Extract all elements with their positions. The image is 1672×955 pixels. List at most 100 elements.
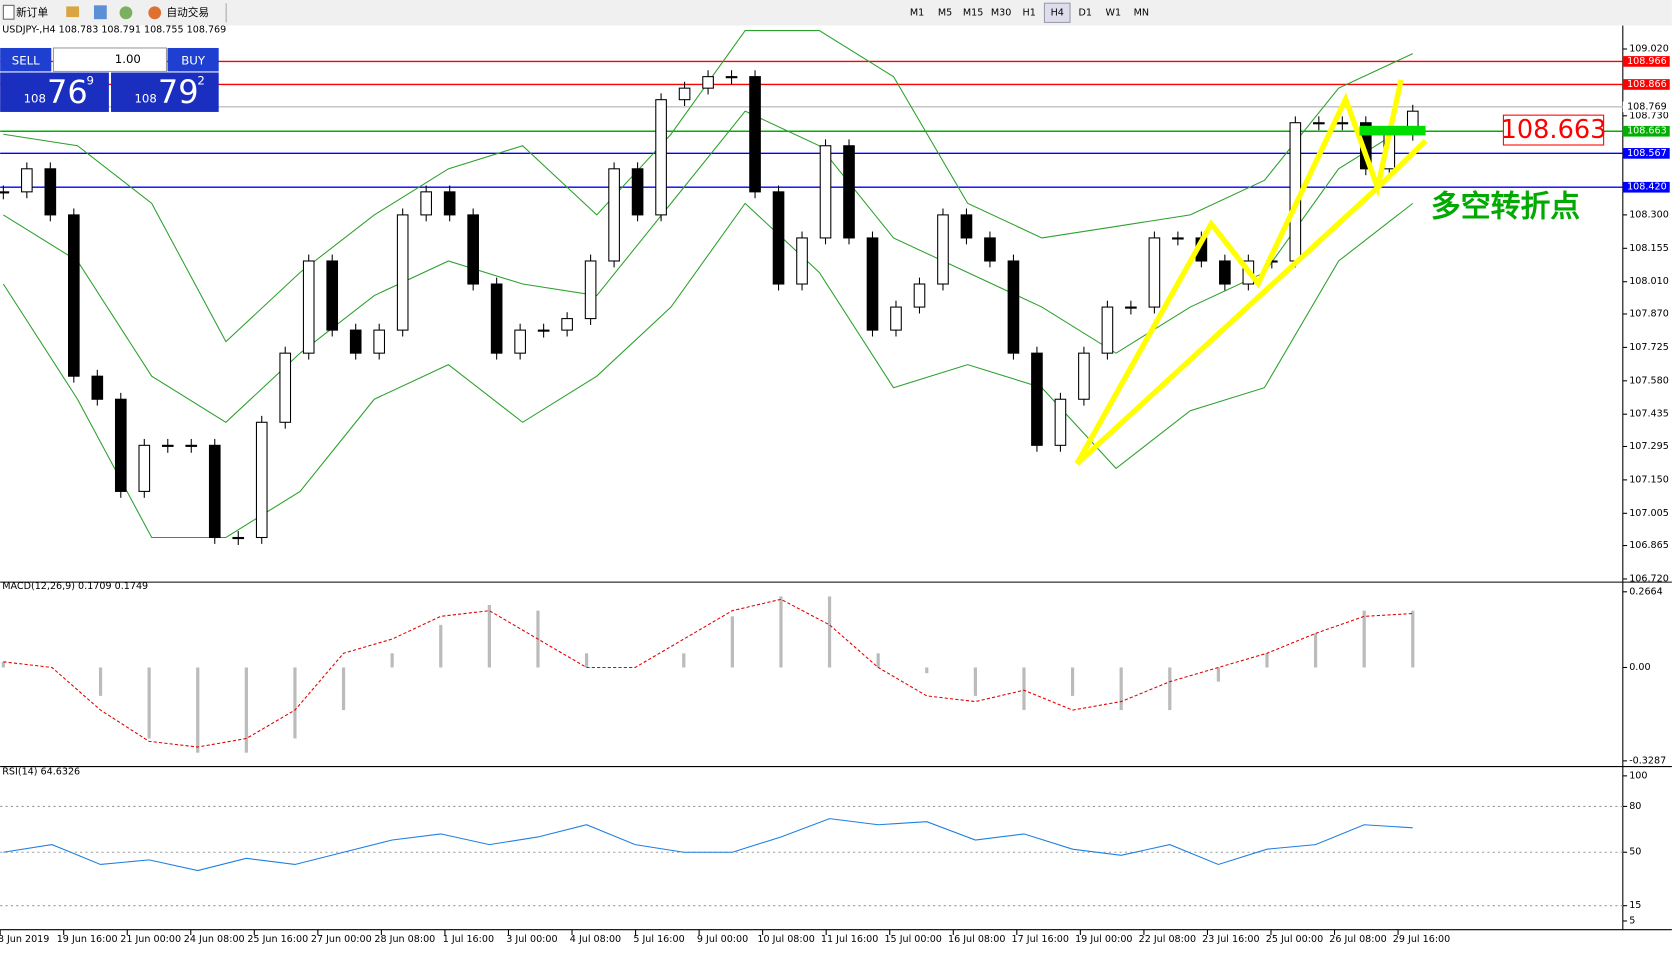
auto-trade[interactable]: 自动交易 xyxy=(166,6,209,19)
histogram-bar xyxy=(390,653,394,668)
trend-line xyxy=(1375,138,1428,190)
candle xyxy=(138,444,151,492)
histogram-bar xyxy=(973,667,977,696)
sell-price[interactable] xyxy=(0,72,109,112)
candle xyxy=(561,318,573,331)
price-tag xyxy=(1622,181,1670,193)
candle xyxy=(1031,352,1043,446)
histogram-bar xyxy=(147,667,151,739)
candle xyxy=(631,168,644,216)
toolbar-items: 新订单 自动交易 xyxy=(2,3,227,23)
timeframes: M1 M5 M15 M30 H1 H4 D1 W1 MN xyxy=(910,2,1149,23)
candle xyxy=(91,375,104,400)
price-tag-label: 108.567 xyxy=(1627,148,1667,159)
candle xyxy=(0,191,10,194)
timeframe[interactable]: H4 xyxy=(1051,7,1064,18)
y-tick-label: 108.300 xyxy=(1629,209,1669,220)
x-tick-label: 5 Jul 16:00 xyxy=(633,934,684,945)
lot-input[interactable] xyxy=(52,47,167,72)
buy-button[interactable] xyxy=(167,47,219,72)
timeframe[interactable]: M5 xyxy=(938,7,952,18)
x-tick-label: 28 Jun 08:00 xyxy=(374,934,435,945)
x-tick-label: 9 Jul 00:00 xyxy=(697,934,748,945)
candle xyxy=(1007,260,1020,354)
buy-sup: 2 xyxy=(197,74,204,88)
histogram-bar xyxy=(98,667,103,696)
histogram-bar xyxy=(1313,633,1318,668)
x-tick-label: 26 Jul 08:00 xyxy=(1329,934,1386,945)
histogram-bar xyxy=(439,624,443,668)
y-tick-label: 50 xyxy=(1629,847,1641,858)
candle xyxy=(749,76,761,193)
candle xyxy=(1078,352,1090,400)
rsi-line xyxy=(3,818,1413,872)
candle xyxy=(843,145,855,239)
x-tick-label: 4 Jul 08:00 xyxy=(570,934,621,945)
sell-label[interactable]: SELL xyxy=(12,53,40,67)
annotation-text: 多空转折点 xyxy=(1431,189,1580,224)
y-tick-label: 108.730 xyxy=(1629,110,1669,121)
annotations: 108.663 多空转折点 xyxy=(1074,79,1607,466)
candle xyxy=(467,214,479,285)
x-tick-label: 19 Jul 00:00 xyxy=(1075,934,1132,945)
price-tag xyxy=(1622,148,1670,159)
candle xyxy=(537,329,550,332)
price-tag xyxy=(1622,125,1670,137)
y-tick-label: 108.010 xyxy=(1629,276,1669,287)
candle xyxy=(1148,237,1161,308)
histogram-bar xyxy=(925,667,929,674)
histogram-bar xyxy=(244,667,248,753)
candle xyxy=(702,76,714,89)
y-tick-label: 107.295 xyxy=(1629,441,1669,452)
panel-title: MACD(12,26,9) 0.1709 0.1749 xyxy=(2,581,148,592)
price-box-text: 108.663 xyxy=(1501,115,1607,145)
y-tick-label: 0.2664 xyxy=(1629,586,1663,597)
candle xyxy=(279,352,292,423)
candle xyxy=(443,191,456,216)
x-tick-label: 25 Jul 00:00 xyxy=(1266,934,1323,945)
x-tick-label: 16 Jul 08:00 xyxy=(948,934,1005,945)
timeframe[interactable]: W1 xyxy=(1106,7,1122,18)
candle xyxy=(1219,260,1231,285)
lot-value[interactable]: 1.00 xyxy=(115,52,141,66)
auto-trade-icon[interactable] xyxy=(148,6,162,20)
marker xyxy=(1359,125,1426,136)
panel-title: RSI(14) 64.6326 xyxy=(2,766,80,777)
candle xyxy=(913,283,926,308)
price-box xyxy=(1502,114,1605,146)
timeframe[interactable]: M1 xyxy=(910,7,924,18)
y-tick-label: 80 xyxy=(1629,801,1641,812)
new-order-icon[interactable] xyxy=(2,4,15,20)
timeframe[interactable]: H1 xyxy=(1023,7,1036,18)
timeframe[interactable]: MN xyxy=(1134,7,1149,18)
buy-price[interactable] xyxy=(111,72,219,112)
sell-button[interactable] xyxy=(0,47,52,72)
x-tick-label: 10 Jul 08:00 xyxy=(757,934,814,945)
icon[interactable] xyxy=(93,5,107,20)
y-tick-label: 107.725 xyxy=(1629,342,1669,353)
histogram-bar xyxy=(682,653,686,668)
x-tick-label: 15 Jul 00:00 xyxy=(884,934,941,945)
candle xyxy=(1313,122,1325,125)
timeframe[interactable]: M30 xyxy=(991,7,1011,18)
y-tick-label: -0.3287 xyxy=(1629,755,1666,766)
candle xyxy=(1172,237,1184,240)
buy-label[interactable]: BUY xyxy=(181,53,206,67)
timeframe[interactable]: M15 xyxy=(963,7,983,18)
y-tick-label: 109.020 xyxy=(1629,43,1669,54)
candle xyxy=(866,237,879,331)
new-order[interactable]: 新订单 xyxy=(16,6,48,19)
price-tag xyxy=(1622,56,1670,67)
price-tag-label: 108.663 xyxy=(1627,126,1667,137)
candle xyxy=(608,168,620,262)
signal-line xyxy=(3,598,1413,748)
candle xyxy=(890,306,902,331)
histogram-bar xyxy=(584,653,589,668)
histogram-bar xyxy=(1119,667,1123,711)
icon[interactable] xyxy=(119,6,133,20)
histogram-bar xyxy=(487,604,491,668)
candle xyxy=(678,87,691,101)
icon[interactable] xyxy=(66,6,80,18)
timeframe[interactable]: D1 xyxy=(1079,7,1092,18)
